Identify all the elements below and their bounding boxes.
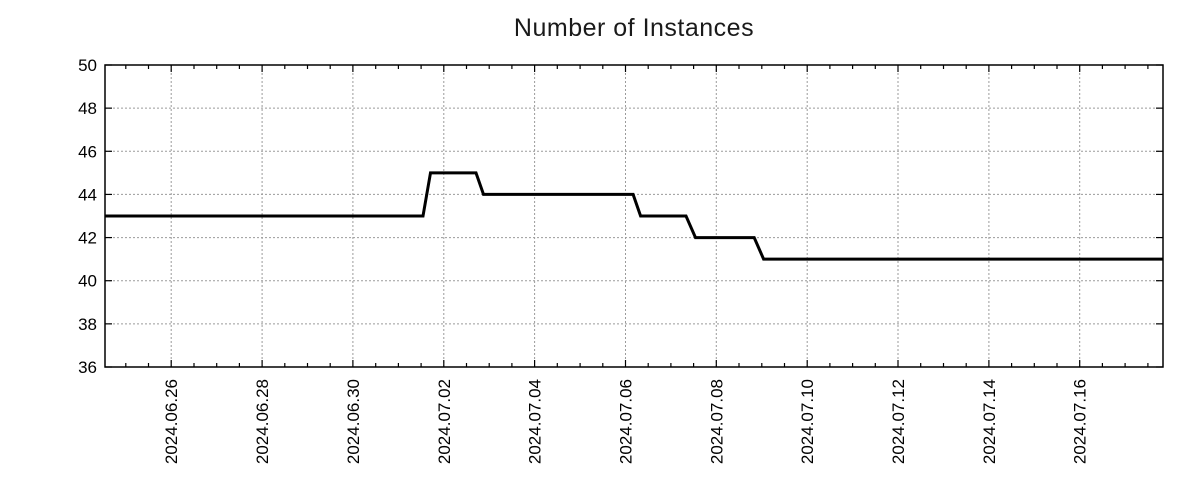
svg-text:2024.07.06: 2024.07.06 — [617, 379, 636, 464]
axis-tick-labels: 36 38 40 42 44 46 48 50 2024.06.26 2024.06.28 2024… — [78, 56, 1090, 464]
svg-text:2024.07.12: 2024.07.12 — [889, 379, 908, 464]
svg-text:36: 36 — [78, 358, 97, 377]
svg-text:42: 42 — [78, 229, 97, 248]
svg-text:44: 44 — [78, 185, 97, 204]
svg-text:40: 40 — [78, 272, 97, 291]
svg-text:2024.06.26: 2024.06.26 — [162, 379, 181, 464]
svg-text:2024.07.08: 2024.07.08 — [707, 379, 726, 464]
chart-title: Number of Instances — [513, 14, 755, 42]
svg-text:46: 46 — [78, 142, 97, 161]
series-line-instances — [105, 171, 1163, 261]
svg-text:38: 38 — [78, 315, 97, 334]
svg-text:48: 48 — [78, 99, 97, 118]
svg-text:2024.06.30: 2024.06.30 — [344, 379, 363, 464]
svg-text:2024.06.28: 2024.06.28 — [253, 379, 272, 464]
svg-text:2024.07.14: 2024.07.14 — [980, 379, 999, 464]
svg-text:2024.07.16: 2024.07.16 — [1071, 379, 1090, 464]
svg-text:50: 50 — [78, 56, 97, 75]
svg-text:2024.07.10: 2024.07.10 — [798, 379, 817, 464]
svg-text:2024.07.02: 2024.07.02 — [435, 379, 454, 464]
svg-text:2024.07.04: 2024.07.04 — [526, 379, 545, 464]
